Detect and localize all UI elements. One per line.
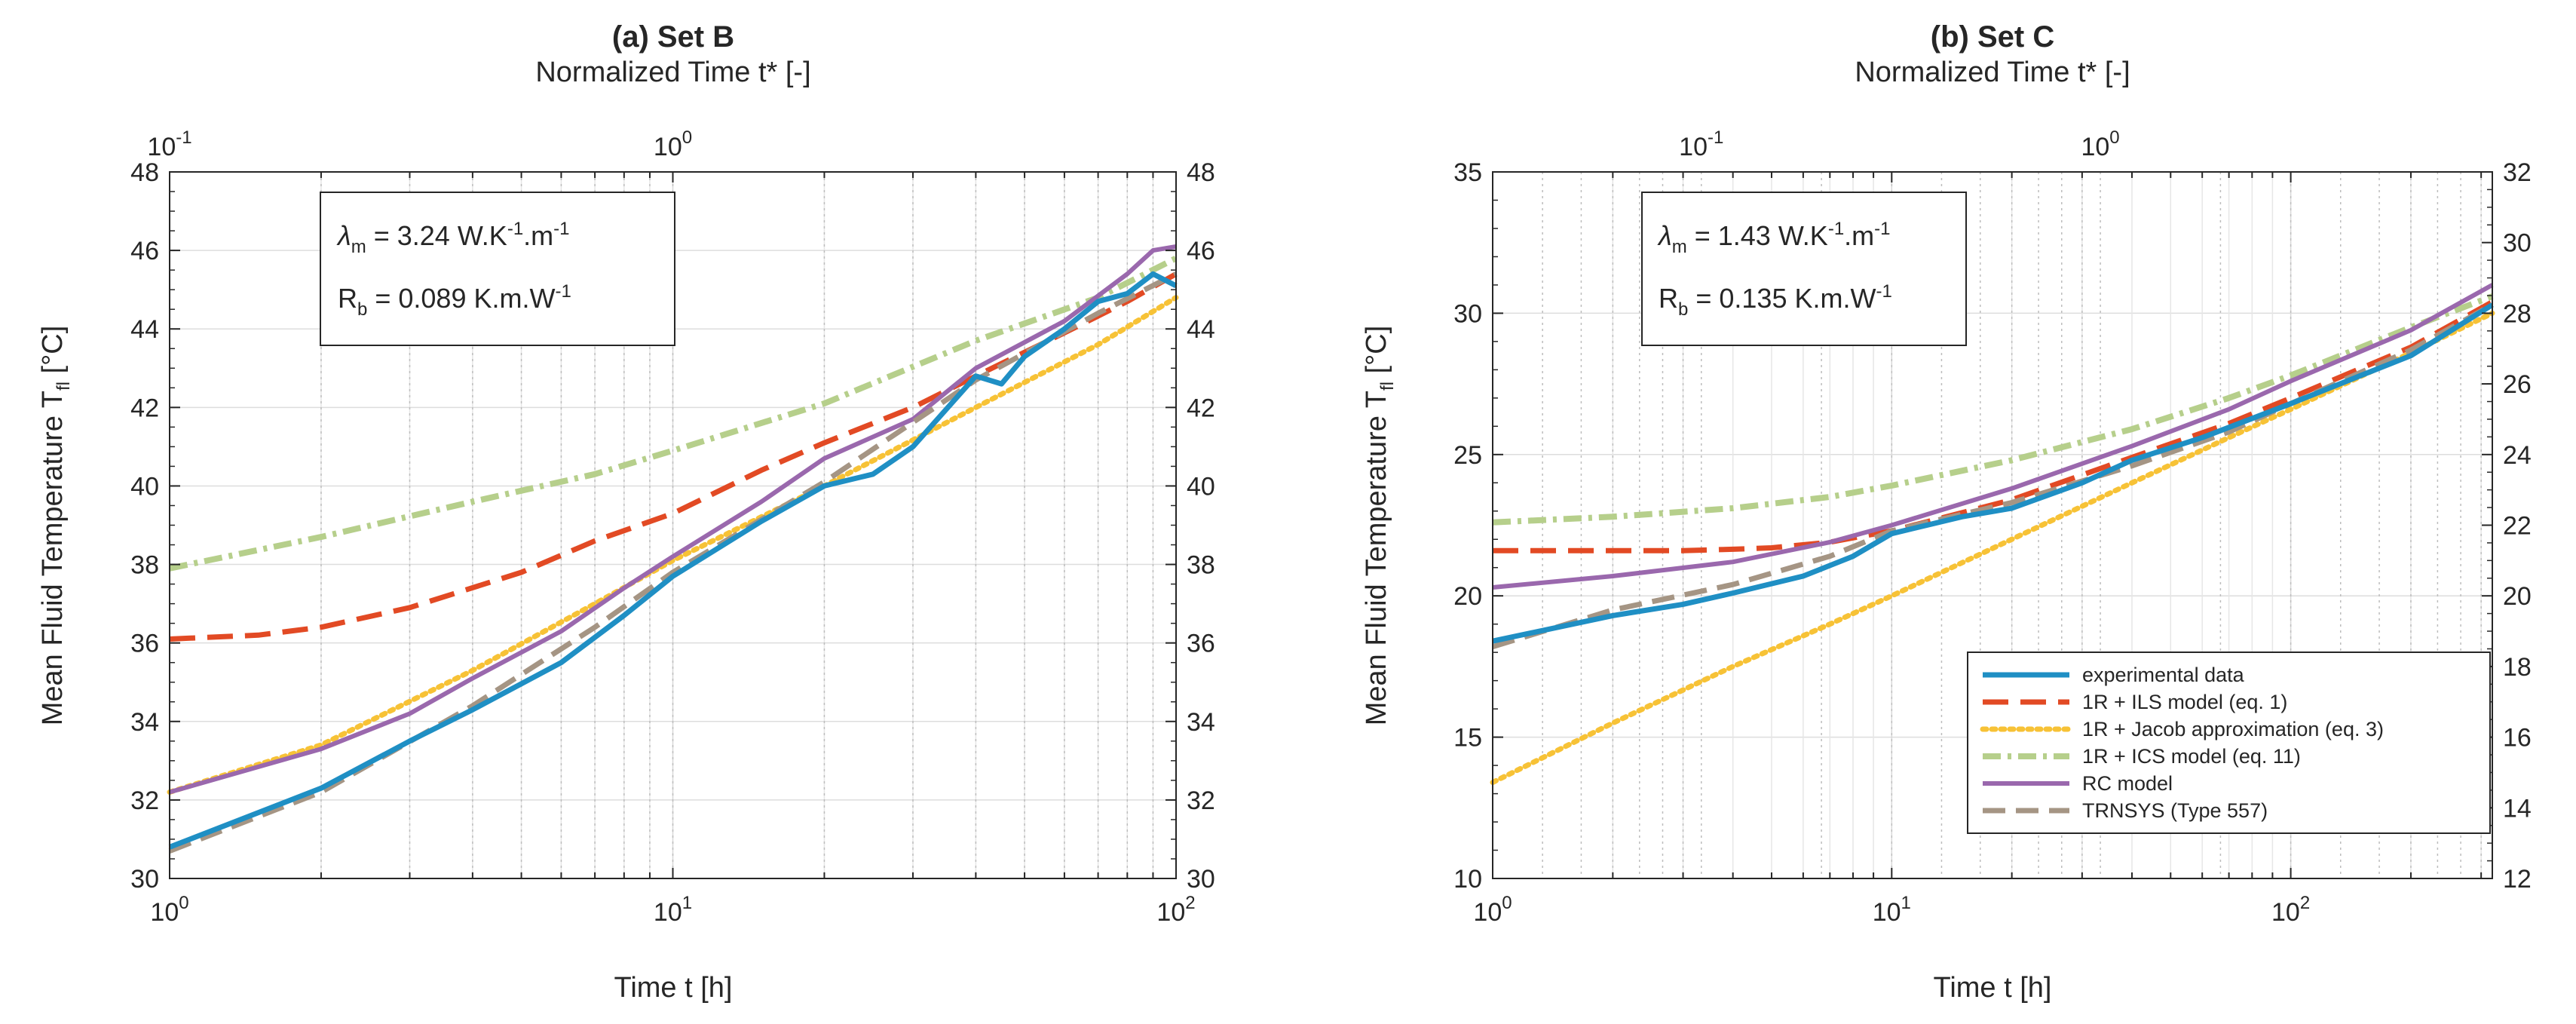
chart-panel-set-b: (a) Set B Normalized Time t* [-] 100 101 1… [37,20,1215,1004]
series-line-1r-jacob-approximation-eq-3 [167,295,1179,795]
thermal-conductivity-label: λm = 3.24 W.K-1.m-1 [336,219,570,257]
parameter-box: λm = 1.43 W.K-1.m-1 Rb = 0.135 K.m.W-1 [1641,192,1967,346]
top-x-tick-label: 10-1 [1679,127,1723,161]
right-y-tick-label: 32 [2503,158,2532,187]
series-line-1r-ils-model-eq-1 [169,271,1178,642]
right-y-tick-label: 34 [1187,708,1215,737]
y-tick-label: 46 [130,237,159,265]
right-y-tick-label: 24 [2503,441,2532,470]
y-tick-label: 10 [1453,865,1482,894]
series-line-rc-model [1492,283,2494,590]
y-axis-title: Mean Fluid Temperature Tfl [°C] [37,326,74,726]
y-tick-label: 35 [1453,158,1482,187]
chart-title: (a) Set B [612,20,734,54]
y-tick-label: 42 [130,394,159,422]
right-y-tick-label: 14 [2503,794,2532,823]
legend-entry: 1R + ILS model (eq. 1) [2082,691,2287,713]
right-y-tick-label: 20 [2503,582,2532,611]
y-tick-label: 44 [130,315,159,344]
right-y-tick-label: 40 [1187,472,1215,501]
series-line-experimental-data [168,271,1178,850]
x-tick-label: 100 [150,893,188,927]
series-line-1r-ics-model-eq-11 [169,255,1178,572]
right-y-tick-label: 18 [2503,653,2532,682]
right-y-tick-label: 30 [2503,229,2532,258]
top-x-tick-label: 100 [2081,127,2119,161]
x-tick-label: 100 [1473,893,1512,927]
thermal-conductivity-label: λm = 1.43 W.K-1.m-1 [1657,219,1891,257]
borehole-resistance-label: Rb = 0.135 K.m.W-1 [1659,281,1892,320]
series-line-experimental-data [1492,302,2494,644]
right-y-tick-label: 28 [2503,299,2532,328]
y-tick-label: 20 [1453,582,1482,611]
top-x-tick-label: 10-1 [147,127,191,161]
series-line-1r-jacob-approximation-eq-3 [1490,310,2495,786]
series-line-1r-ics-model-eq-11 [1492,293,2494,526]
right-y-tick-label: 36 [1187,630,1215,658]
right-y-tick-label: 42 [1187,394,1215,422]
legend-entry: 1R + Jacob approximation (eq. 3) [2082,718,2384,740]
y-tick-label: 36 [130,630,159,658]
y-tick-label: 15 [1453,724,1482,753]
right-y-tick-label: 48 [1187,158,1215,187]
legend: experimental data 1R + ILS model (eq. 1) 1… [1967,651,2491,834]
right-y-tick-label: 16 [2503,724,2532,753]
legend-entry: experimental data [2082,664,2245,686]
top-x-axis-title: Normalized Time t* [-] [1855,57,2130,88]
series-line-rc-model [169,244,1177,795]
right-y-tick-label: 30 [1187,865,1215,894]
x-tick-label: 101 [654,893,692,927]
y-tick-label: 48 [130,158,159,187]
y-tick-label: 25 [1453,441,1482,470]
x-tick-label: 102 [2271,893,2310,927]
right-y-tick-label: 26 [2503,370,2532,399]
legend-entry: 1R + ICS model (eq. 11) [2082,745,2301,768]
right-y-tick-label: 46 [1187,237,1215,265]
y-axis-title: Mean Fluid Temperature Tfl [°C] [1361,326,1398,726]
y-tick-label: 38 [130,551,159,580]
top-x-axis-title: Normalized Time t* [-] [535,57,810,88]
right-y-tick-label: 38 [1187,551,1215,580]
x-tick-label: 101 [1873,893,1911,927]
top-x-tick-label: 100 [654,127,692,161]
right-y-tick-label: 22 [2503,512,2532,541]
chart-title: (b) Set C [1931,20,2054,54]
parameter-box: λm = 3.24 W.K-1.m-1 Rb = 0.089 K.m.W-1 [320,192,675,346]
x-tick-label: 102 [1156,893,1195,927]
y-tick-label: 40 [130,472,159,501]
y-tick-label: 32 [130,786,159,815]
right-y-tick-label: 32 [1187,786,1215,815]
right-y-tick-label: 44 [1187,315,1215,344]
chart-panel-set-c: (b) Set C Normalized Time t* [-] 100 101 1… [1361,20,2532,1004]
y-tick-label: 30 [130,865,159,894]
right-y-tick-label: 12 [2503,865,2532,894]
y-tick-label: 30 [1453,299,1482,328]
legend-entry: TRNSYS (Type 557) [2082,799,2268,822]
borehole-resistance-label: Rb = 0.089 K.m.W-1 [338,281,571,320]
legend-entry: RC model [2082,772,2173,795]
legend-box [1967,651,2491,834]
y-tick-label: 34 [130,708,159,737]
x-axis-title: Time t [h] [614,972,733,1004]
x-axis-title: Time t [h] [1934,972,2052,1004]
